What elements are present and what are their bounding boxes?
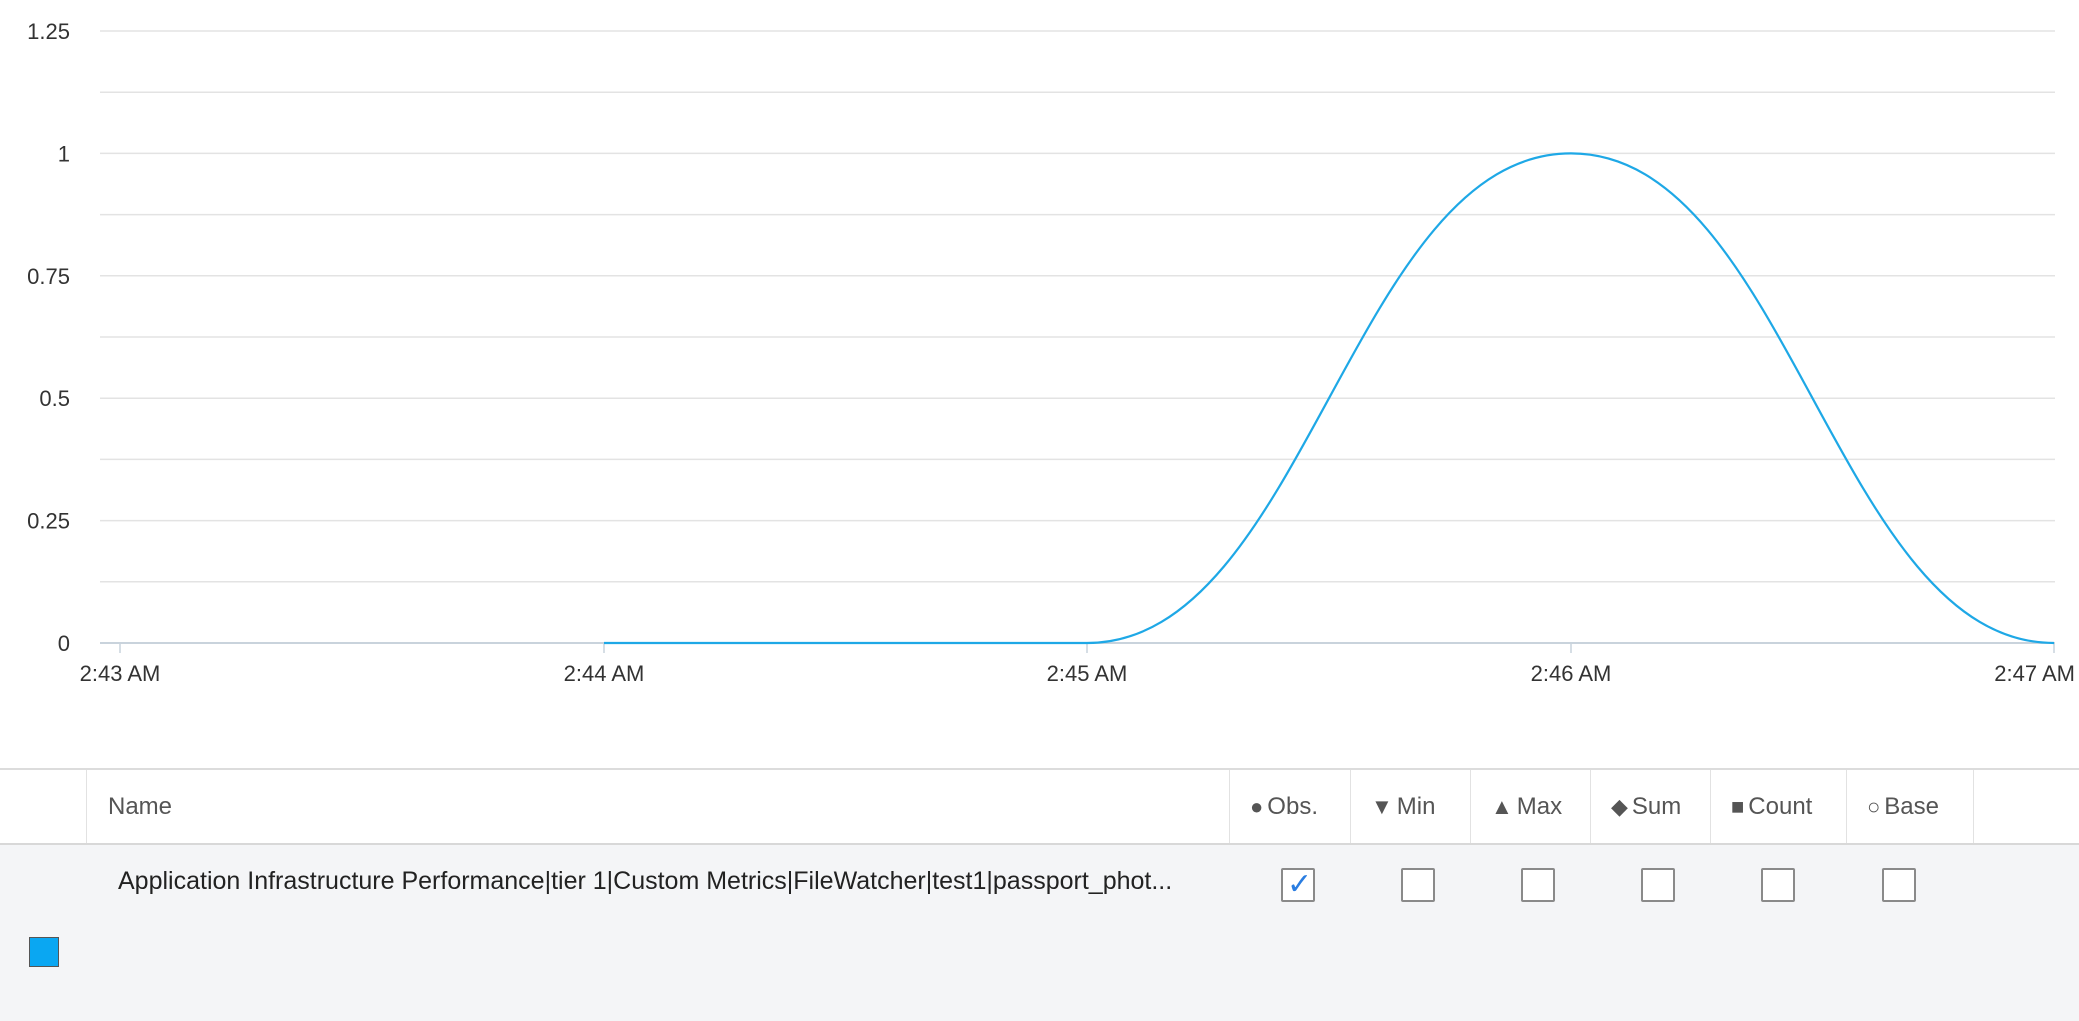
series-line — [604, 152, 2055, 645]
min-checkbox[interactable] — [1401, 868, 1435, 902]
legend-header: Name ● Obs. ▼ Min ▲ Max ◆ Sum ■ Count ○ … — [0, 770, 2079, 845]
sum-checkbox[interactable] — [1641, 868, 1675, 902]
x-tick-label: 2:47 AM — [1994, 661, 2075, 686]
y-tick-label: 0 — [58, 631, 70, 656]
count-checkbox[interactable] — [1761, 868, 1795, 902]
square-icon: ■ — [1731, 793, 1745, 819]
checkmark-icon: ✓ — [1287, 868, 1313, 901]
header-sum-label: Sum — [1631, 792, 1682, 820]
obs-checkbox[interactable]: ✓ — [1281, 868, 1315, 902]
x-tick-label: 2:43 AM — [80, 661, 161, 686]
filled-circle-icon: ● — [1250, 793, 1264, 819]
max-checkbox[interactable] — [1521, 868, 1555, 902]
down-triangle-icon: ▼ — [1371, 793, 1393, 819]
header-max-label: Max — [1516, 792, 1563, 820]
header-base-label: Base — [1884, 792, 1939, 820]
header-min[interactable]: ▼ Min — [1350, 770, 1470, 843]
header-name-label: Name — [108, 792, 173, 820]
up-triangle-icon: ▲ — [1491, 793, 1513, 819]
base-checkbox[interactable] — [1882, 868, 1916, 902]
header-name[interactable]: Name — [86, 770, 1229, 843]
x-tick-label: 2:45 AM — [1047, 661, 1128, 686]
header-count[interactable]: ■ Count — [1710, 770, 1846, 843]
header-max[interactable]: ▲ Max — [1470, 770, 1590, 843]
y-tick-label: 1 — [58, 141, 70, 166]
table-row — [0, 845, 2079, 967]
line-chart: 0 0.25 0.5 0.75 1 1.25 2:43 AM 2:44 AM 2:45 AM 2:… — [27, 19, 2075, 686]
x-tick-label: 2:44 AM — [564, 661, 645, 686]
legend-table: Name ● Obs. ▼ Min ▲ Max ◆ Sum ■ Count ○ … — [0, 768, 2079, 1021]
diamond-icon: ◆ — [1611, 793, 1628, 819]
header-min-label: Min — [1396, 792, 1436, 820]
y-tick-label: 0.5 — [39, 386, 70, 411]
y-tick-label: 0.25 — [27, 509, 70, 534]
y-tick-label: 1.25 — [27, 19, 70, 44]
header-sum[interactable]: ◆ Sum — [1590, 770, 1710, 843]
header-base[interactable]: ○ Base — [1846, 770, 1974, 843]
header-count-label: Count — [1748, 792, 1813, 820]
header-obs[interactable]: ● Obs. — [1229, 770, 1350, 843]
header-obs-label: Obs. — [1267, 792, 1318, 820]
hollow-circle-icon: ○ — [1867, 793, 1881, 819]
y-tick-label: 0.75 — [27, 264, 70, 289]
series-name: Application Infrastructure Performance|t… — [118, 867, 1173, 895]
x-tick-label: 2:46 AM — [1531, 661, 1612, 686]
series-color-swatch[interactable] — [29, 937, 59, 967]
chart-area: 0 0.25 0.5 0.75 1 1.25 2:43 AM 2:44 AM 2:45 AM 2:… — [27, 19, 2075, 686]
